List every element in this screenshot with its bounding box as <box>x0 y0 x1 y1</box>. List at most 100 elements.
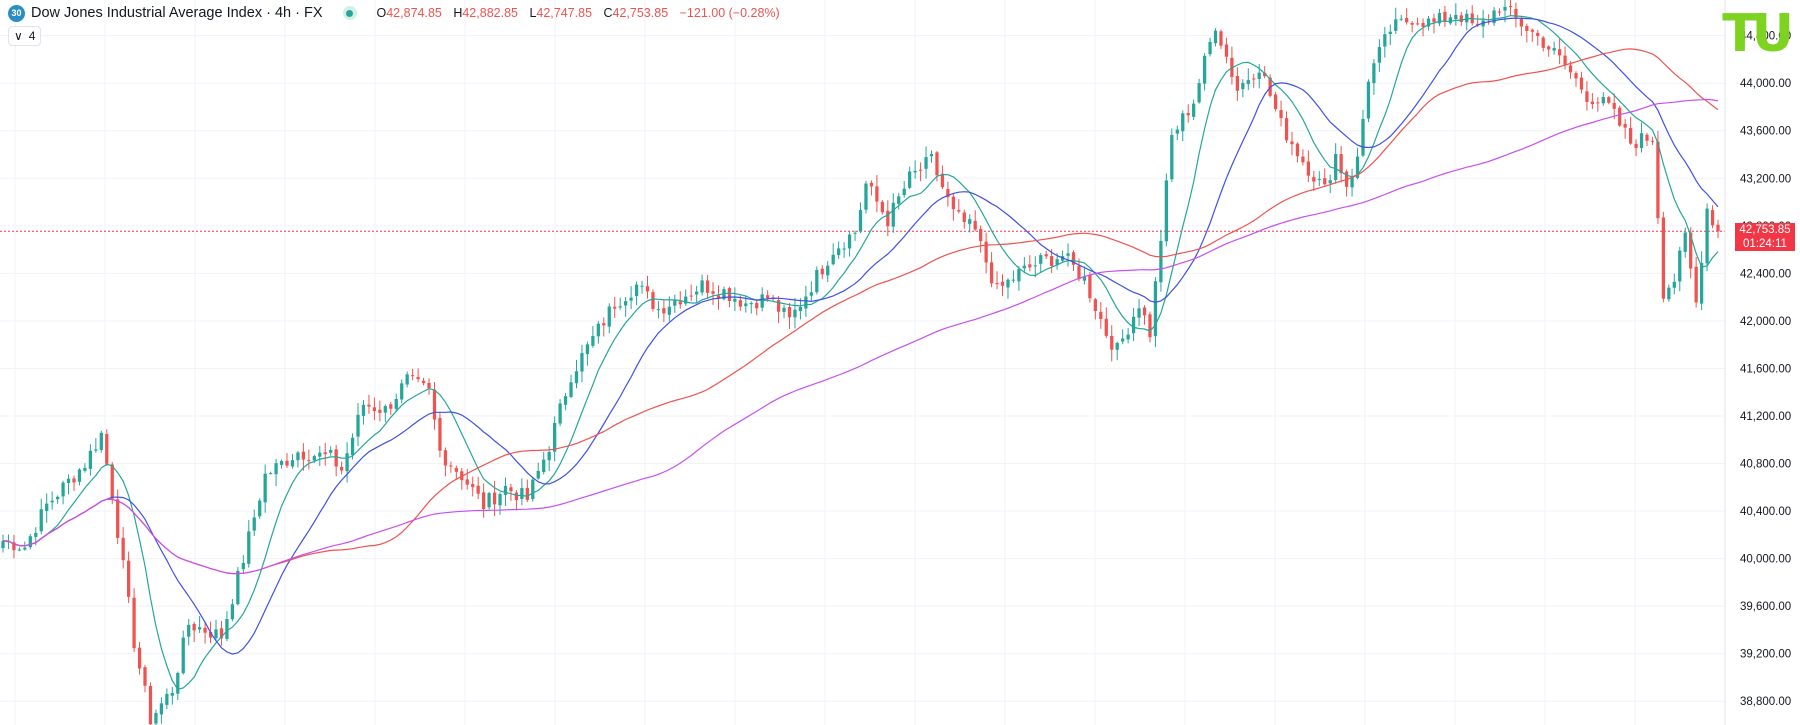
candle-body <box>755 303 759 309</box>
candle-body <box>492 492 497 505</box>
candle-body <box>1612 102 1616 109</box>
candle-body <box>1432 18 1436 23</box>
candle-body <box>1071 252 1076 265</box>
candle-body <box>585 344 590 355</box>
candle-body <box>154 712 158 724</box>
candle-body <box>345 453 349 472</box>
candle-body <box>438 417 442 451</box>
candle-body <box>132 597 136 649</box>
candle-body <box>323 452 327 455</box>
price-tick-label: 38,800.00 <box>1740 696 1791 708</box>
candle-body <box>12 542 16 551</box>
candle-body <box>482 492 486 510</box>
candle-body <box>1137 308 1141 318</box>
candle-body <box>148 686 153 725</box>
candle-body <box>378 409 382 413</box>
candle-body <box>1372 63 1376 84</box>
candle-body <box>1088 274 1092 299</box>
candle-body <box>498 494 502 506</box>
candle-body <box>651 292 655 309</box>
candle-body <box>662 308 666 314</box>
candle-body <box>1694 266 1698 303</box>
candle-body <box>1186 113 1190 116</box>
price-tick-label: 43,200.00 <box>1740 173 1791 185</box>
candle-body <box>334 449 338 467</box>
candle-body <box>17 549 22 551</box>
candle-body <box>602 323 606 326</box>
candle-body <box>66 478 71 484</box>
candle-body <box>875 186 879 202</box>
candle-body <box>847 234 852 249</box>
candle-body <box>432 389 437 420</box>
candle-body <box>1301 156 1305 163</box>
candle-body <box>72 478 76 483</box>
candle-body <box>192 623 196 631</box>
candle-body <box>1579 77 1584 90</box>
candle-body <box>1334 153 1338 181</box>
candle-body <box>1050 256 1054 266</box>
candle-body <box>94 449 98 451</box>
candle-body <box>1678 250 1682 282</box>
candle-body <box>591 336 595 346</box>
candle-body <box>563 396 568 405</box>
candle-body <box>1213 30 1218 44</box>
candle-body <box>520 488 524 499</box>
candle-body <box>367 404 371 407</box>
candle-body <box>716 295 721 299</box>
candle-body <box>1514 8 1518 18</box>
candle-body <box>1574 73 1578 79</box>
candle-body <box>629 297 633 301</box>
symbol-title[interactable]: Dow Jones Industrial Average Index · 4h … <box>31 5 323 21</box>
candle-body <box>793 309 797 318</box>
candle-body <box>1388 31 1392 34</box>
candle-body <box>356 414 360 437</box>
candle-body <box>935 152 939 176</box>
candle-body <box>1006 279 1010 288</box>
candle-body <box>962 212 966 223</box>
candle-body <box>1541 37 1545 48</box>
candle-body <box>50 500 54 503</box>
candle-body <box>1585 91 1589 102</box>
candle-body <box>301 451 306 460</box>
candle-body <box>957 210 961 212</box>
candle-body <box>1716 224 1720 232</box>
candle-body <box>782 307 786 312</box>
candle-body <box>678 301 682 305</box>
indicators-toggle-button[interactable]: ∨ 4 <box>8 26 42 46</box>
ma-slow-line <box>2 48 1719 575</box>
candle-body <box>1590 101 1595 105</box>
candle-body <box>1415 23 1420 25</box>
candle-body <box>487 493 491 508</box>
candle-body <box>1596 102 1600 104</box>
candle-body <box>1650 140 1655 142</box>
candle-body <box>684 296 688 304</box>
candle-body <box>853 232 857 234</box>
candle-body <box>1350 176 1354 188</box>
candle-body <box>372 407 377 411</box>
candle-body <box>1066 253 1070 256</box>
candle-body <box>1645 134 1649 141</box>
candle-body <box>416 376 420 380</box>
candle-body <box>820 268 824 275</box>
candle-body <box>656 309 661 311</box>
candle-body <box>569 382 573 397</box>
candle-body <box>1099 311 1103 319</box>
indicator-count: 4 <box>28 29 36 43</box>
candle-body <box>1093 299 1097 312</box>
ma-mid-line <box>2 17 1719 655</box>
candle-body <box>624 301 628 306</box>
candle-body <box>1667 287 1671 300</box>
symbol-badge[interactable]: 30 <box>8 4 25 22</box>
candle-body <box>208 632 213 638</box>
candle-body <box>1115 342 1119 350</box>
candle-body <box>1126 334 1130 340</box>
candle-body <box>241 562 245 570</box>
brand-logo: TU <box>1722 4 1794 64</box>
candle-body <box>640 285 644 287</box>
candle-body <box>1000 281 1005 286</box>
candle-body <box>1459 15 1463 23</box>
market-status-icon[interactable] <box>342 6 357 20</box>
candle-body <box>946 188 950 198</box>
candle-body <box>1175 129 1179 134</box>
